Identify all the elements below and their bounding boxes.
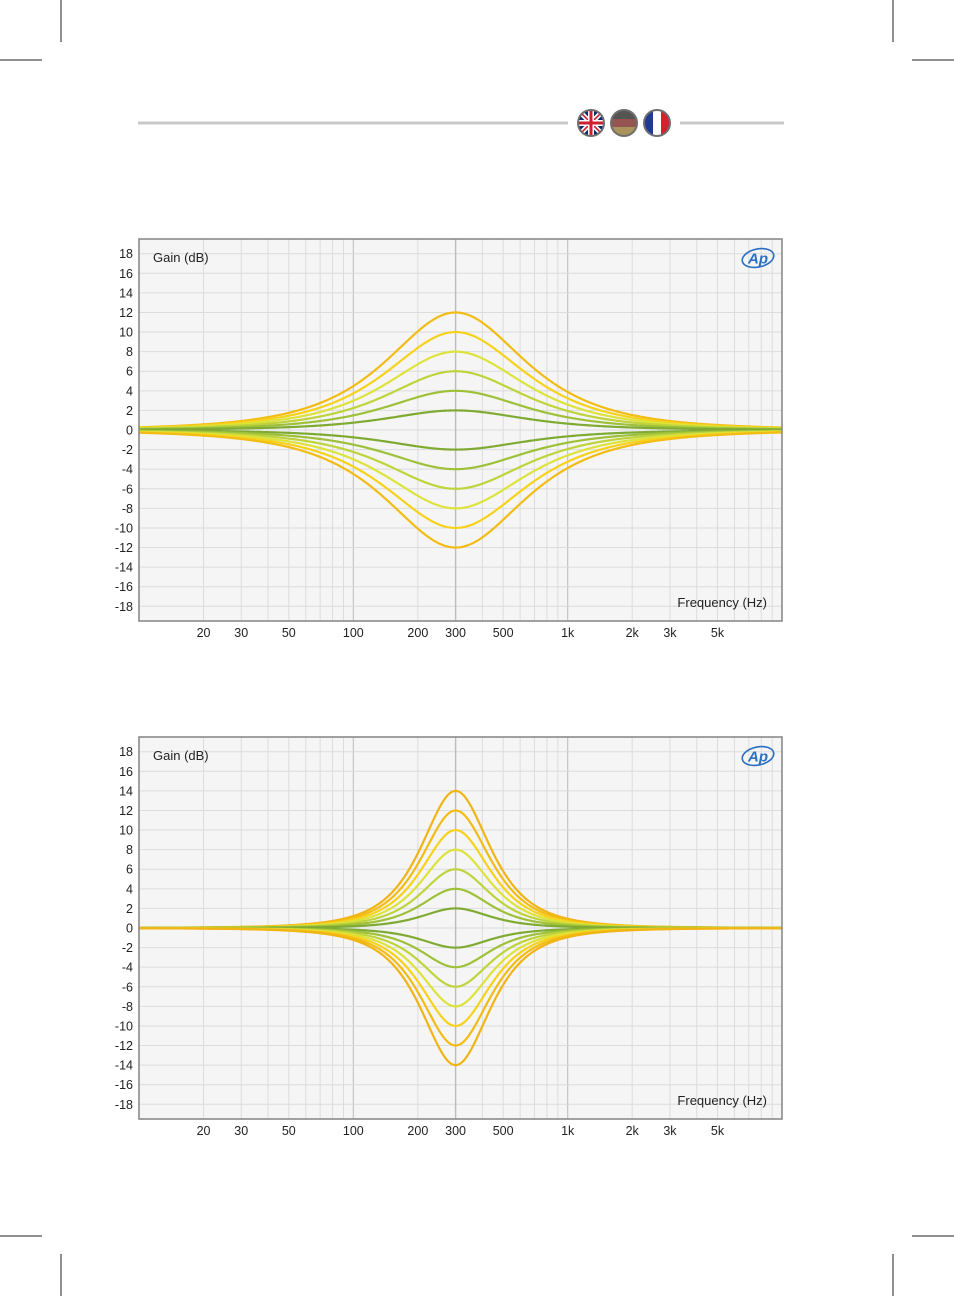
x-tick-label: 30 <box>234 626 248 640</box>
y-tick-label: -8 <box>122 1000 133 1014</box>
y-tick-label: -12 <box>115 1039 133 1053</box>
y-tick-label: -4 <box>122 961 133 975</box>
plot-frame <box>138 238 783 622</box>
series-line-cut-4 <box>139 429 782 471</box>
y-tick-label: -10 <box>115 521 133 535</box>
x-tick-label: 2k <box>626 626 640 640</box>
y-tick-label: -14 <box>115 1059 133 1073</box>
x-tick-label: 300 <box>445 626 466 640</box>
y-tick-label: -18 <box>115 1098 133 1112</box>
x-tick-label: 100 <box>343 1124 364 1138</box>
x-tick-label: 5k <box>711 626 725 640</box>
y-tick-label: 18 <box>119 745 133 759</box>
y-tick-label: -16 <box>115 580 133 594</box>
x-axis-label: Frequency (Hz) <box>677 1093 767 1108</box>
y-axis-label: Gain (dB) <box>153 748 209 763</box>
x-tick-label: 500 <box>493 1124 514 1138</box>
series-line-cut-14 <box>139 927 782 1067</box>
series-line-boost-10 <box>139 330 782 430</box>
x-tick-label: 300 <box>445 1124 466 1138</box>
series-line-boost-4 <box>139 389 782 431</box>
uk-flag-icon[interactable] <box>577 109 605 137</box>
y-tick-label: 16 <box>119 267 133 281</box>
y-tick-label: 14 <box>119 784 133 798</box>
ap-logo-text: Ap <box>747 749 768 766</box>
y-tick-label: -6 <box>122 482 133 496</box>
x-tick-label: 500 <box>493 626 514 640</box>
y-tick-label: 8 <box>126 843 133 857</box>
y-tick-label: 16 <box>119 765 133 779</box>
y-tick-label: -16 <box>115 1078 133 1092</box>
series-curves <box>139 789 782 1067</box>
y-tick-label: 12 <box>119 306 133 320</box>
x-tick-label: 200 <box>407 1124 428 1138</box>
x-tick-label: 30 <box>234 1124 248 1138</box>
series-line-cut-12 <box>139 431 782 549</box>
ap-logo-text: Ap <box>747 251 768 268</box>
y-tick-label: -2 <box>122 443 133 457</box>
y-tick-label: 8 <box>126 345 133 359</box>
x-axis-label: Frequency (Hz) <box>677 595 767 610</box>
y-tick-label: -18 <box>115 600 133 614</box>
series-line-boost-8 <box>139 350 782 430</box>
header <box>138 109 784 137</box>
y-tick-label: 4 <box>126 384 133 398</box>
french-flag-icon[interactable] <box>643 109 671 137</box>
y-tick-label: 14 <box>119 286 133 300</box>
y-tick-label: 10 <box>119 824 133 838</box>
y-tick-label: 4 <box>126 882 133 896</box>
series-line-boost-12 <box>139 311 782 429</box>
y-tick-label: 12 <box>119 804 133 818</box>
x-tick-label: 1k <box>561 1124 575 1138</box>
series-line-cut-8 <box>139 430 782 510</box>
y-tick-label: -12 <box>115 541 133 555</box>
series-curves <box>139 311 782 549</box>
series-line-cut-6 <box>139 430 782 490</box>
y-tick-label: -6 <box>122 980 133 994</box>
y-tick-label: -8 <box>122 502 133 516</box>
y-tick-label: -2 <box>122 941 133 955</box>
series-line-boost-6 <box>139 370 782 430</box>
y-tick-label: 2 <box>126 902 133 916</box>
y-tick-label: 0 <box>126 922 133 936</box>
x-tick-label: 100 <box>343 626 364 640</box>
y-axis-label: Gain (dB) <box>153 250 209 265</box>
x-tick-label: 50 <box>282 1124 296 1138</box>
y-tick-label: 10 <box>119 326 133 340</box>
series-line-boost-2 <box>139 409 782 431</box>
eq-chart-narrow-q: 181614121086420-2-4-6-8-10-12-14-16-1820… <box>115 736 783 1138</box>
y-tick-label: 6 <box>126 863 133 877</box>
german-flag-icon[interactable] <box>610 109 638 137</box>
ap-logo: Ap <box>741 247 775 269</box>
plot-frame <box>138 736 783 1120</box>
x-tick-label: 20 <box>197 626 211 640</box>
y-tick-label: -14 <box>115 561 133 575</box>
x-tick-label: 200 <box>407 626 428 640</box>
x-tick-label: 3k <box>663 1124 677 1138</box>
series-line-cut-2 <box>139 429 782 451</box>
x-tick-label: 50 <box>282 626 296 640</box>
x-tick-label: 20 <box>197 1124 211 1138</box>
x-tick-label: 5k <box>711 1124 725 1138</box>
series-line-cut-10 <box>139 430 782 530</box>
ap-logo: Ap <box>741 745 775 767</box>
eq-chart-wide-q: 181614121086420-2-4-6-8-10-12-14-16-1820… <box>115 238 783 640</box>
y-tick-label: 6 <box>126 365 133 379</box>
y-tick-label: 0 <box>126 424 133 438</box>
x-tick-label: 1k <box>561 626 575 640</box>
y-tick-label: -4 <box>122 463 133 477</box>
y-tick-label: -10 <box>115 1019 133 1033</box>
x-tick-label: 3k <box>663 626 677 640</box>
y-tick-label: 18 <box>119 247 133 261</box>
x-tick-label: 2k <box>626 1124 640 1138</box>
y-tick-label: 2 <box>126 404 133 418</box>
